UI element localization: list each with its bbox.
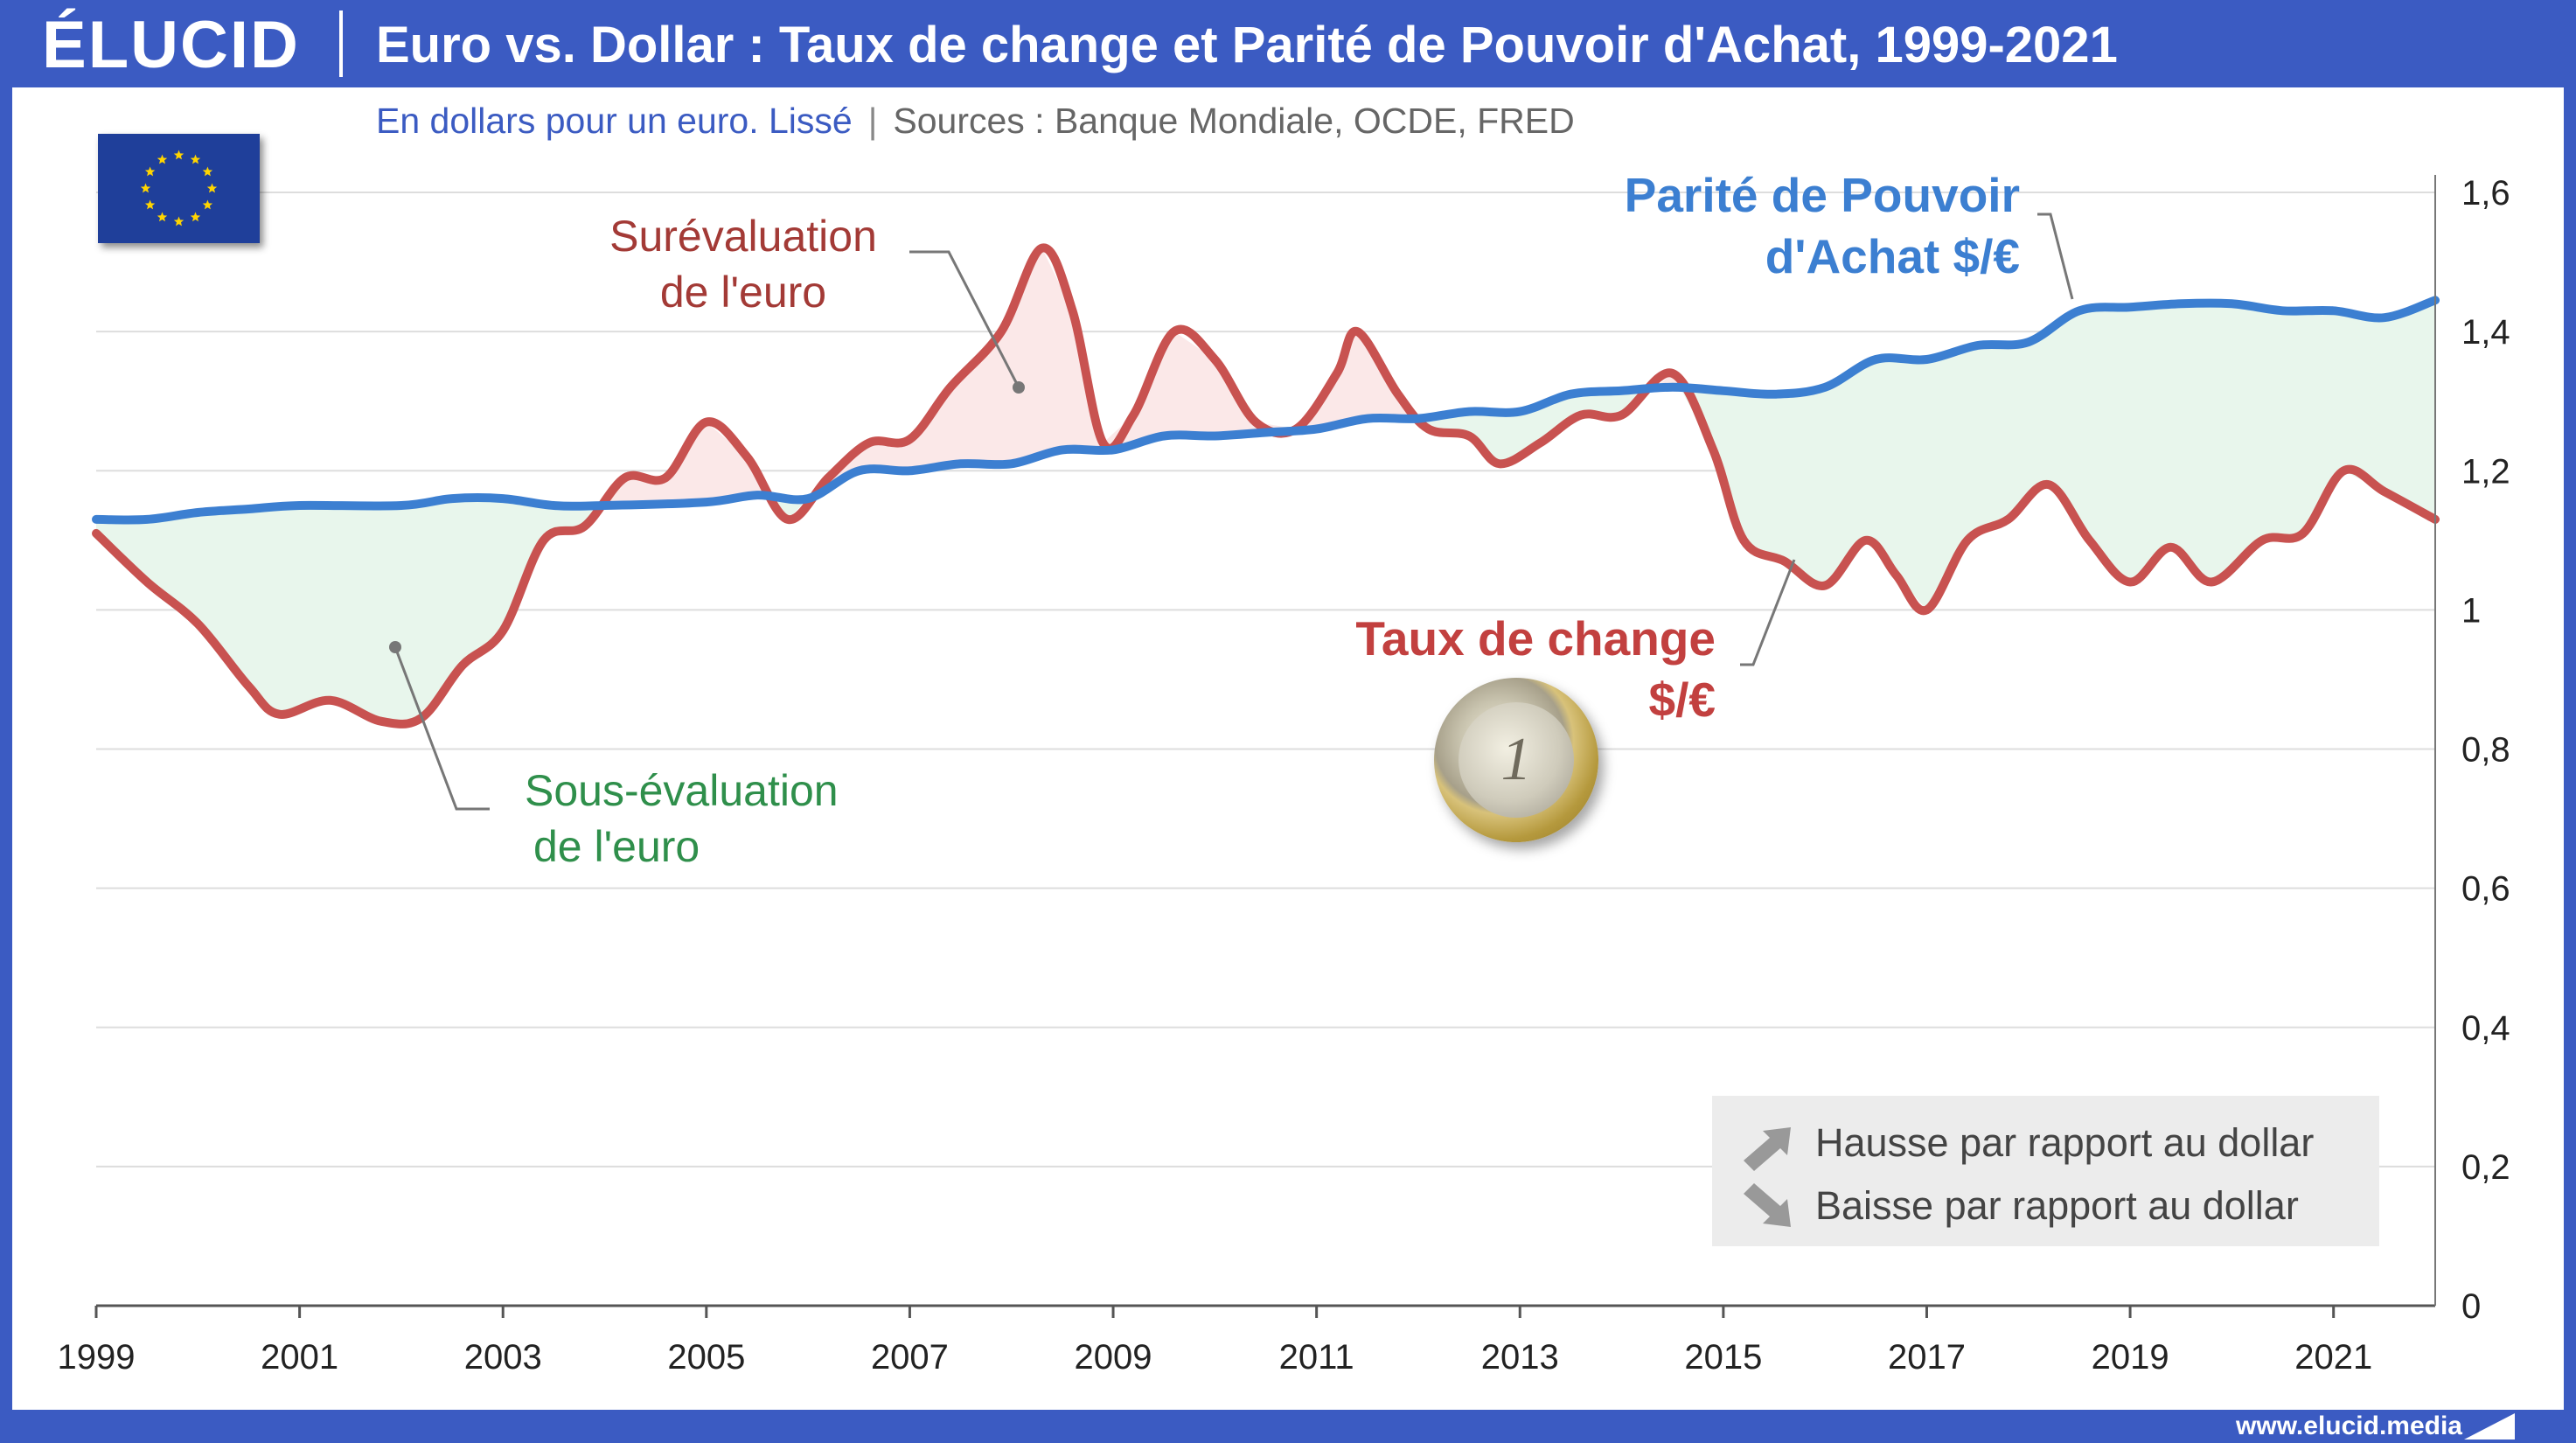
annotation-overvaluation-line1: Surévaluation: [609, 212, 877, 261]
y-tick-label: 1,2: [2461, 452, 2510, 491]
star-icon: [173, 150, 184, 160]
legend-up-label: Hausse par rapport au dollar: [1815, 1120, 2315, 1165]
star-icon: [190, 154, 201, 164]
star-icon: [206, 183, 218, 193]
x-tick-label: 2009: [1075, 1338, 1152, 1377]
x-tick-label: 2015: [1684, 1338, 1762, 1377]
star-icon: [144, 199, 156, 210]
legend: Hausse par rapport au dollar Baisse par …: [1712, 1096, 2379, 1246]
one-euro-coin-icon: 1: [1434, 678, 1598, 842]
subtitle-separator: |: [867, 101, 878, 141]
chart-subtitle: En dollars pour un euro. Lissé | Sources :…: [376, 96, 1575, 145]
star-icon: [144, 166, 156, 177]
x-tick-label: 1999: [58, 1338, 136, 1377]
coin-center: 1: [1459, 702, 1574, 818]
elucid-mark-icon: [2464, 1413, 2515, 1440]
series-lines: [92, 243, 2440, 728]
elucid-logo[interactable]: ÉLUCID: [42, 8, 300, 82]
x-tick-label: 2005: [667, 1338, 745, 1377]
series-label-ppa-line2: d'Achat $/€: [1765, 229, 2020, 283]
x-tick-label: 2019: [2092, 1338, 2169, 1377]
star-icon: [190, 212, 201, 222]
valuation-fills: [96, 248, 2435, 722]
y-tick-label: 0,8: [2461, 731, 2510, 770]
subtitle-unit: En dollars pour un euro. Lissé: [376, 101, 853, 141]
coin-value: 1: [1500, 726, 1532, 793]
series-label-ppa: Parité de Pouvoir d'Achat $/€: [1565, 164, 2020, 287]
series-label-rate-line2: $/€: [1648, 673, 1716, 727]
x-tick-label: 2001: [261, 1338, 338, 1377]
star-icon: [157, 154, 168, 164]
star-icon: [140, 183, 151, 193]
arrow-down-right-icon: [1744, 1183, 1791, 1227]
legend-down-label: Baisse par rapport au dollar: [1815, 1183, 2299, 1228]
leader-dot-undervaluation: [389, 641, 401, 653]
footer-bar: www.elucid.media: [0, 1410, 2576, 1443]
leader-rate: [1740, 559, 1796, 666]
eu-stars: [140, 150, 218, 227]
eu-flag-icon: [98, 134, 260, 243]
series-label-rate-line1: Taux de change: [1355, 611, 1716, 666]
overvaluation-area: [808, 248, 1422, 498]
x-tick-label: 2021: [2294, 1338, 2372, 1377]
annotation-undervaluation-line2: de l'euro: [533, 822, 700, 871]
frame-right: [2564, 87, 2576, 1410]
leader-undervaluation: [393, 646, 490, 811]
undervaluation-area: [96, 498, 603, 722]
series-label-ppa-line1: Parité de Pouvoir: [1624, 168, 2020, 222]
annotation-leaders: [389, 213, 2074, 811]
leader-dot-overvaluation: [1013, 381, 1025, 394]
y-tick-label: 0,6: [2461, 870, 2510, 909]
star-icon: [173, 216, 184, 227]
y-tick-label: 0,2: [2461, 1148, 2510, 1187]
header-bar: ÉLUCID Euro vs. Dollar : Taux de change …: [0, 0, 2576, 87]
annotation-overvaluation-line2: de l'euro: [659, 268, 827, 317]
x-tick-label: 2011: [1279, 1338, 1354, 1377]
leader-overvaluation: [909, 250, 1020, 388]
annotation-undervaluation-line1: Sous-évaluation: [525, 766, 839, 815]
annotation-overvaluation: Surévaluation de l'euro: [595, 208, 892, 320]
y-tick-label: 1,6: [2461, 174, 2510, 213]
header-divider: [339, 10, 343, 77]
footer-url[interactable]: www.elucid.media: [2236, 1412, 2462, 1440]
frame-left: [0, 87, 12, 1410]
overvaluation-area: [602, 422, 775, 505]
series-label-rate: Taux de change $/€: [1312, 608, 1716, 730]
y-tick-label: 1,4: [2461, 313, 2510, 352]
y-tick-label: 0,4: [2461, 1009, 2510, 1048]
x-tick-label: 2013: [1481, 1338, 1559, 1377]
arrow-up-right-icon: [1744, 1127, 1791, 1171]
y-tick-label: 0: [2461, 1287, 2481, 1326]
star-icon: [202, 199, 213, 210]
star-icon: [202, 166, 213, 177]
leader-ppa: [2037, 213, 2074, 300]
subtitle-sources: Sources : Banque Mondiale, OCDE, FRED: [893, 101, 1575, 141]
annotation-undervaluation: Sous-évaluation de l'euro: [525, 763, 874, 875]
axes: 0 0,2 0,4 0,6 0,8 1 1,2 1,4 1,6 1999 2001 2003 2005 2…: [58, 174, 2510, 1377]
series-line-ppa: [92, 296, 2440, 525]
x-tick-label: 2003: [464, 1338, 542, 1377]
chart-title: Euro vs. Dollar : Taux de change et Pari…: [376, 17, 2118, 73]
undervaluation-area: [1421, 387, 1656, 464]
undervaluation-area: [1681, 300, 2435, 610]
star-icon: [157, 212, 168, 222]
x-tick-label: 2017: [1888, 1338, 1966, 1377]
y-tick-label: 1: [2461, 591, 2481, 630]
x-tick-label: 2007: [871, 1338, 949, 1377]
